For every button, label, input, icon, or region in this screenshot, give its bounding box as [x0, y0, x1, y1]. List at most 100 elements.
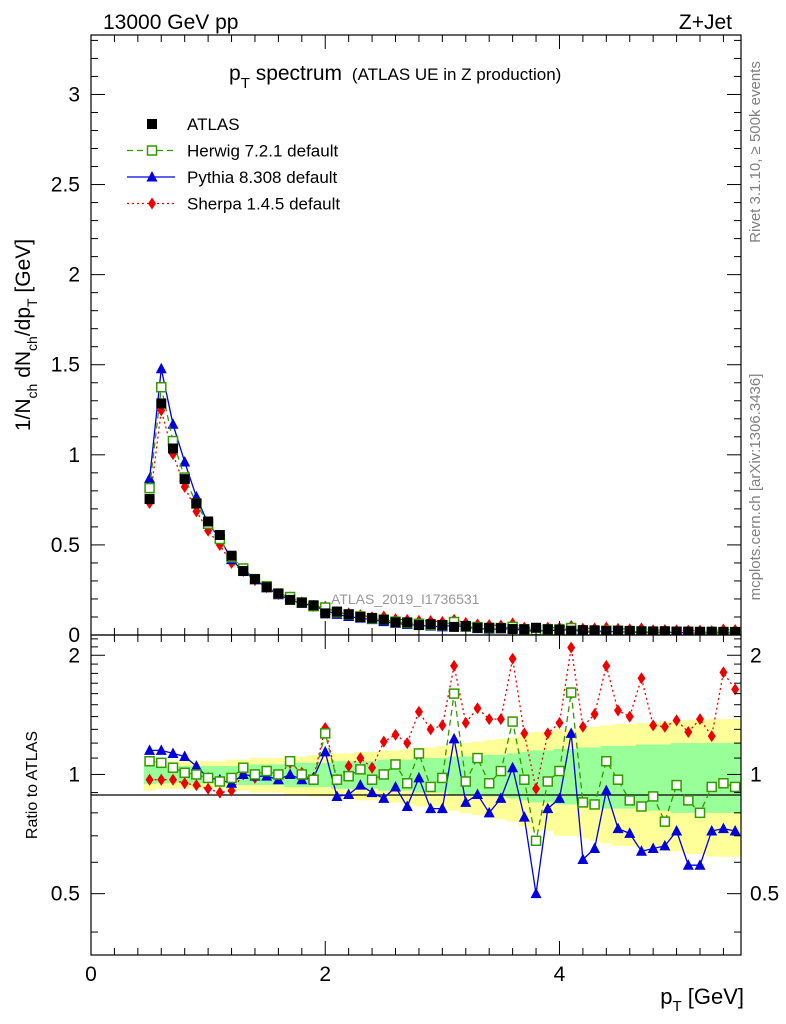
x-axis-label: pT [GeV] — [660, 984, 744, 1015]
atlas-point — [214, 530, 225, 540]
ratio-marker-3 — [649, 719, 658, 732]
ratio-marker-1 — [706, 781, 717, 793]
ratio-marker-2 — [390, 780, 402, 792]
atlas-point — [367, 612, 378, 623]
process-label: Z+Jet — [679, 11, 732, 34]
ratio-tick-label-right: 2 — [750, 644, 762, 667]
y-tick-label: 1.5 — [51, 354, 80, 377]
ratio-marker-3 — [602, 659, 611, 672]
ratio-marker-1 — [214, 776, 226, 787]
legend-marker-1 — [146, 145, 158, 156]
atlas-point — [460, 620, 471, 631]
ratio-marker-1 — [226, 772, 237, 784]
atlas-point — [390, 617, 401, 628]
atlas-point — [636, 626, 647, 635]
ratio-tick-label-left: 2 — [68, 644, 80, 667]
y-tick-label: 0 — [68, 624, 80, 647]
atlas-point — [613, 625, 624, 635]
band-inner-bin — [623, 745, 637, 809]
ratio-marker-2 — [167, 747, 179, 758]
ratio-marker-1 — [156, 757, 167, 769]
ratio-marker-3 — [461, 716, 470, 729]
legend-marker-2 — [146, 171, 158, 182]
ratio-marker-3 — [731, 683, 740, 696]
ratio-marker-2 — [436, 802, 448, 814]
legend-label-0: ATLAS — [187, 115, 240, 134]
ratio-marker-3 — [485, 713, 494, 726]
ratio-marker-1 — [413, 748, 425, 759]
atlas-point — [331, 606, 342, 617]
atlas-point — [179, 474, 190, 485]
ratio-marker-2 — [542, 802, 554, 814]
plot-title: pT spectrum (ATLAS UE in Z production) — [229, 62, 561, 92]
atlas-point — [238, 566, 249, 577]
band-inner-bin — [717, 743, 730, 813]
ratio-marker-1 — [495, 765, 507, 777]
ratio-marker-1 — [448, 688, 460, 699]
ratio-marker-1 — [472, 752, 483, 764]
x-tick-label: 4 — [554, 963, 566, 986]
ratio-marker-2 — [647, 842, 659, 854]
atlas-point — [191, 498, 202, 509]
ratio-marker-1 — [202, 772, 214, 784]
ratio-marker-2 — [706, 824, 718, 836]
axis-ticks: 0 2 400.511.522.530.5 0.51 12 2 — [51, 35, 779, 986]
ratio-marker-1 — [378, 769, 390, 780]
y-tick-label: 2.5 — [51, 174, 80, 197]
ratio-series — [144, 641, 741, 899]
ratio-marker-1 — [624, 795, 635, 806]
ratio-marker-3 — [614, 704, 623, 717]
band-inner-bin — [705, 743, 719, 813]
ratio-marker-2 — [448, 732, 460, 744]
ratio-marker-2 — [565, 727, 577, 738]
ratio-marker-1 — [694, 807, 706, 819]
ratio-marker-1 — [355, 764, 366, 775]
ratio-marker-2 — [378, 792, 390, 803]
ratio-marker-3 — [344, 760, 353, 773]
atlas-point — [437, 620, 448, 631]
ratio-marker-1 — [483, 778, 495, 789]
rivet-label: Rivet 3.1.10, ≥ 500k events — [747, 61, 764, 243]
svg-text:1/Nch dNch/dpT [GeV]: 1/Nch dNch/dpT [GeV] — [12, 239, 40, 431]
ratio-marker-1 — [554, 765, 565, 777]
ratio-axis-label: Ratio to ATLAS — [24, 731, 41, 839]
ratio-marker-1 — [284, 755, 296, 767]
ratio-marker-1 — [191, 769, 202, 780]
ratio-marker-1 — [331, 774, 343, 785]
ratio-marker-1 — [238, 762, 249, 773]
ratio-marker-1 — [601, 755, 612, 767]
ratio-marker-2 — [635, 845, 647, 856]
ratio-tick-label-right: 0.5 — [750, 883, 779, 906]
atlas-point — [261, 582, 272, 593]
main-marker-2 — [144, 472, 156, 484]
ratio-marker-2 — [577, 853, 589, 864]
legend-label-1: Herwig 7.2.1 default — [187, 142, 338, 161]
ratio-marker-3 — [555, 716, 564, 729]
atlas-point — [472, 622, 483, 633]
ratio-marker-2 — [671, 824, 683, 836]
ratio-marker-3 — [719, 666, 728, 679]
ratio-marker-1 — [144, 755, 155, 767]
atlas-point — [343, 609, 354, 620]
ratio-marker-2 — [612, 822, 624, 834]
ratio-marker-3 — [204, 782, 213, 795]
ratio-marker-3 — [368, 761, 377, 774]
atlas-point — [402, 617, 413, 628]
ratio-marker-3 — [180, 777, 189, 790]
ratio-marker-2 — [530, 887, 542, 899]
ratio-marker-3 — [403, 737, 412, 750]
ratio-marker-2 — [331, 790, 343, 801]
ratio-marker-3 — [145, 773, 154, 786]
ratio-marker-2 — [729, 824, 741, 836]
legend-label-3: Sherpa 1.4.5 default — [187, 195, 340, 214]
band-inner-bin — [553, 748, 566, 805]
ratio-marker-1 — [167, 762, 179, 773]
ratio-marker-3 — [660, 720, 669, 733]
atlas-point — [296, 597, 307, 608]
ratio-marker-2 — [717, 822, 729, 834]
y-axis-label: 1/Nch dNch/dpT [GeV] — [12, 239, 40, 431]
atlas-point — [355, 611, 366, 622]
ratio-marker-3 — [379, 735, 388, 748]
ratio-marker-3 — [168, 773, 177, 786]
ratio-marker-3 — [192, 779, 201, 792]
